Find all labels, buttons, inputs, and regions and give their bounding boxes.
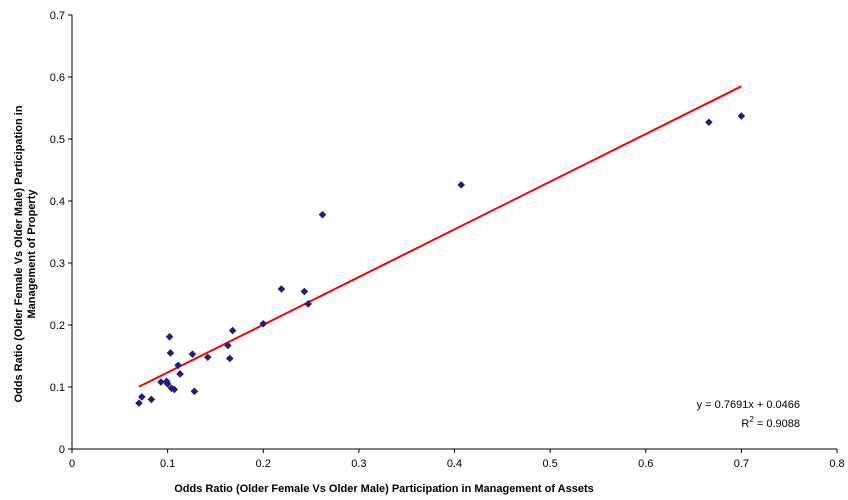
data-point <box>705 118 713 126</box>
x-tick-label: 0.2 <box>256 458 271 470</box>
data-points <box>135 112 745 407</box>
data-point <box>301 288 309 296</box>
y-axis-title: Odds Ratio (Older Female Vs Older Male) … <box>13 105 38 402</box>
y-tick-label: 0.2 <box>50 320 65 332</box>
y-ticks: 0 0.1 0.2 0.3 0.4 0.5 0.6 0.7 <box>50 10 72 456</box>
y-axis-title-line-2: Management of Property <box>26 189 38 319</box>
y-tick-label: 0.1 <box>50 382 65 394</box>
y-tick-label: 0.5 <box>50 134 65 146</box>
y-tick-label: 0.4 <box>50 196 65 208</box>
data-point <box>319 211 327 219</box>
r2-prefix: R <box>741 418 749 430</box>
data-point <box>457 181 465 189</box>
data-point <box>189 350 197 358</box>
data-point <box>148 396 156 404</box>
data-point <box>191 388 199 396</box>
x-tick-label: 0.3 <box>351 458 366 470</box>
data-point <box>176 370 184 378</box>
r2-value: = 0.9088 <box>754 418 800 430</box>
x-tick-label: 0.1 <box>160 458 175 470</box>
data-point <box>167 349 175 357</box>
y-axis-title-line-1: Odds Ratio (Older Female Vs Older Male) … <box>13 105 25 402</box>
data-point <box>226 355 234 363</box>
y-tick-label: 0.6 <box>50 72 65 84</box>
x-axis-title: Odds Ratio (Older Female Vs Older Male) … <box>174 483 594 495</box>
trendline <box>139 86 741 386</box>
axes <box>72 15 837 449</box>
data-point <box>166 333 174 341</box>
x-ticks: 0 0.1 0.2 0.3 0.4 0.5 0.6 0.7 0.8 <box>69 449 845 470</box>
r-squared-label: R2 = 0.9088 <box>741 415 800 430</box>
y-tick-label: 0 <box>59 444 65 456</box>
data-point <box>229 327 237 335</box>
x-tick-label: 0 <box>69 458 75 470</box>
trendline-equation: y = 0.7691x + 0.0466 <box>697 399 800 411</box>
data-point <box>738 112 746 120</box>
x-tick-label: 0.7 <box>734 458 749 470</box>
y-tick-label: 0.7 <box>50 10 65 22</box>
y-tick-label: 0.3 <box>50 258 65 270</box>
x-tick-label: 0.6 <box>638 458 653 470</box>
x-tick-label: 0.4 <box>447 458 462 470</box>
x-tick-label: 0.5 <box>542 458 557 470</box>
x-tick-label: 0.8 <box>829 458 844 470</box>
data-point <box>278 285 286 293</box>
trendline-group <box>139 86 741 386</box>
